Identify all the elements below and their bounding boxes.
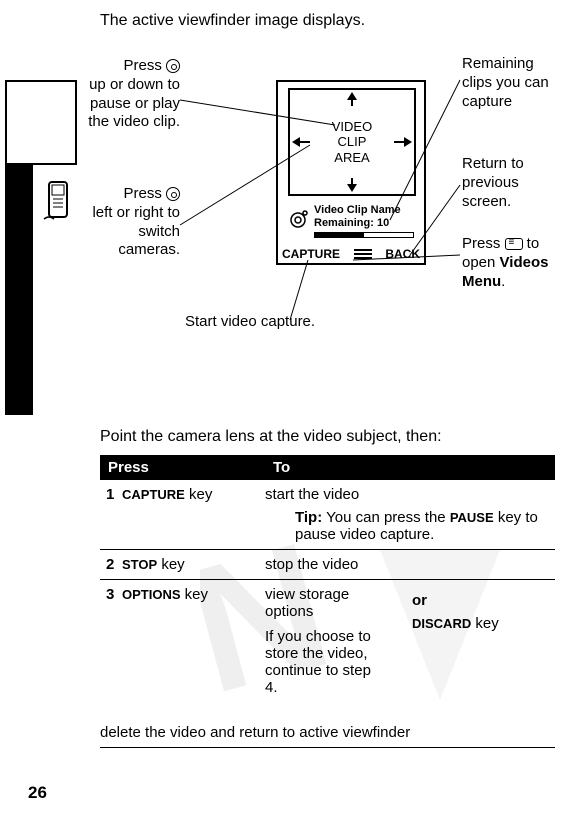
callout-return: Return to previous screen. bbox=[462, 155, 557, 211]
callout-left-right: Press left or right to switch cameras. bbox=[85, 185, 180, 260]
callout-remaining: Remaining clips you can capture bbox=[462, 55, 567, 111]
arrow-up-icon bbox=[347, 92, 357, 106]
arrow-right-icon bbox=[394, 137, 412, 147]
section-label: Highlight Features bbox=[7, 251, 27, 400]
instruction-table: Press To 1 CAPTURE key start the video T… bbox=[100, 455, 555, 748]
menu-icon bbox=[354, 249, 372, 259]
callout-open-menu: Press to open Videos Menu. bbox=[462, 235, 567, 291]
side-icon-box bbox=[5, 80, 77, 165]
or-cell: or DISCARD key bbox=[412, 586, 555, 632]
progress-bar bbox=[314, 232, 414, 238]
intro-text: The active viewfinder image displays. bbox=[100, 12, 365, 30]
instruction-text: Point the camera lens at the video subje… bbox=[100, 428, 442, 446]
table-row: 3 OPTIONS key view storage options If yo… bbox=[100, 580, 555, 748]
callout-up-down: Press up or down to pause or play the vi… bbox=[80, 57, 180, 132]
press-cell: OPTIONS key bbox=[122, 586, 265, 603]
callout-start-capture: Start video capture. bbox=[185, 313, 315, 332]
alt-to-cell: delete the video and return to active vi… bbox=[100, 696, 555, 741]
page-number: 26 bbox=[28, 783, 47, 803]
status-text: Video Clip Name Remaining: 10 bbox=[314, 204, 401, 229]
camera-icon bbox=[286, 206, 310, 230]
video-area-label: VIDEOCLIPAREA bbox=[332, 119, 372, 166]
press-cell: STOP key bbox=[122, 556, 265, 573]
to-cell: view storage options If you choose to st… bbox=[265, 586, 390, 696]
header-to: To bbox=[265, 455, 555, 480]
softkey-left: CAPTURE bbox=[282, 247, 340, 261]
softkey-row: CAPTURE BACK bbox=[282, 247, 420, 261]
nav-key-icon bbox=[166, 187, 180, 201]
phone-screen: VIDEOCLIPAREA Video Clip Name Remaining:… bbox=[276, 80, 426, 265]
step-number: 3 bbox=[100, 586, 122, 603]
header-press: Press bbox=[100, 455, 265, 480]
table-row: 1 CAPTURE key start the video Tip: You c… bbox=[100, 480, 555, 550]
arrow-down-icon bbox=[347, 178, 357, 192]
video-clip-area: VIDEOCLIPAREA bbox=[288, 88, 416, 196]
table-header: Press To bbox=[100, 455, 555, 480]
step-number: 1 bbox=[100, 486, 122, 503]
to-cell: start the video Tip: You can press the P… bbox=[265, 486, 555, 543]
nav-key-icon bbox=[166, 59, 180, 73]
softkey-right: BACK bbox=[385, 247, 420, 261]
arrow-left-icon bbox=[292, 137, 310, 147]
table-row: 2 STOP key stop the video bbox=[100, 550, 555, 580]
status-row: Video Clip Name Remaining: 10 bbox=[286, 202, 418, 242]
to-cell: stop the video bbox=[265, 556, 555, 573]
diagram: Press up or down to pause or play the vi… bbox=[90, 55, 570, 405]
step-number: 2 bbox=[100, 556, 122, 573]
menu-key-icon bbox=[505, 238, 523, 250]
phone-icon bbox=[39, 177, 79, 227]
press-cell: CAPTURE key bbox=[122, 486, 265, 503]
